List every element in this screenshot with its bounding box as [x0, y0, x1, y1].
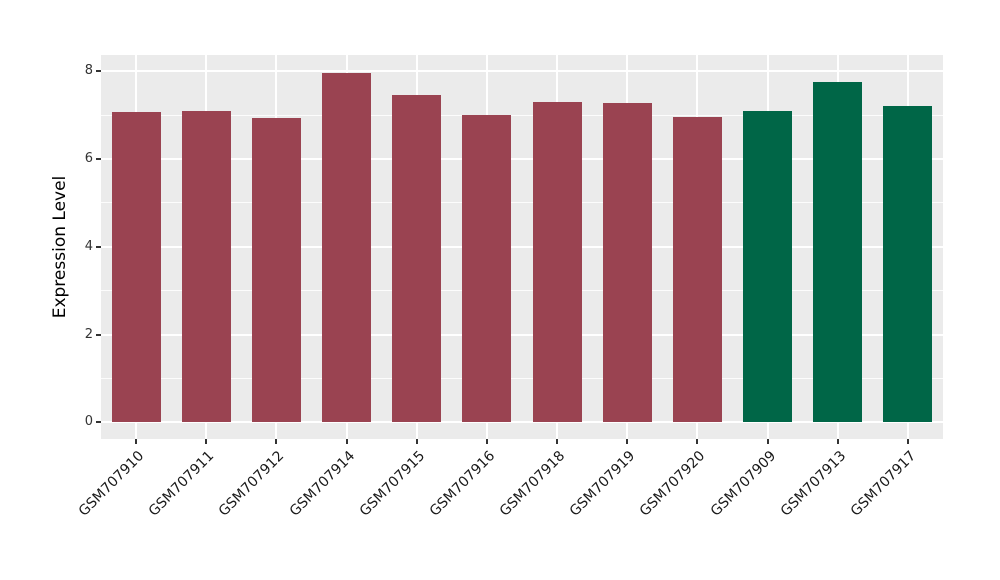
x-tick-mark [696, 439, 699, 444]
y-tick-mark [96, 158, 101, 160]
bar [532, 102, 582, 423]
y-tick-label: 0 [84, 414, 93, 430]
major-gridline-y [101, 70, 943, 73]
y-tick-mark [96, 333, 101, 336]
minor-gridline-y [101, 377, 943, 379]
x-tick-mark [626, 439, 629, 444]
bar [743, 110, 793, 423]
x-tick-mark [275, 439, 278, 444]
major-gridline-y [101, 245, 943, 248]
bar [883, 106, 933, 423]
bar [462, 114, 512, 423]
x-tick-mark [766, 439, 769, 444]
minor-gridline-y [101, 290, 943, 292]
x-tick-label: GSM707910 [75, 448, 148, 520]
minor-gridline-y [101, 114, 943, 116]
bar [813, 82, 863, 423]
major-gridline-y [101, 158, 943, 160]
x-tick-mark [906, 439, 909, 444]
bar [602, 103, 652, 423]
bar [672, 117, 722, 423]
x-tick-mark [556, 439, 559, 444]
x-tick-mark [345, 439, 348, 444]
major-gridline-y [101, 421, 943, 424]
y-tick-mark [96, 245, 101, 248]
x-tick-mark [415, 439, 418, 444]
y-tick-mark [96, 70, 101, 73]
minor-gridline-y [101, 202, 943, 204]
major-gridline-y [101, 333, 943, 336]
y-tick-label: 8 [84, 63, 93, 79]
y-tick-label: 6 [84, 151, 93, 166]
x-tick-mark [205, 439, 208, 444]
bar [111, 112, 161, 423]
y-tick-label: 4 [84, 238, 93, 254]
plot-panel [101, 55, 943, 439]
x-tick-mark [836, 439, 839, 444]
x-tick-mark [485, 439, 488, 444]
bar [251, 118, 301, 423]
bar [322, 73, 372, 423]
bar [392, 94, 442, 423]
y-tick-mark [96, 421, 101, 424]
x-tick-mark [135, 439, 138, 444]
y-tick-label: 2 [84, 326, 93, 342]
bar [181, 111, 231, 423]
